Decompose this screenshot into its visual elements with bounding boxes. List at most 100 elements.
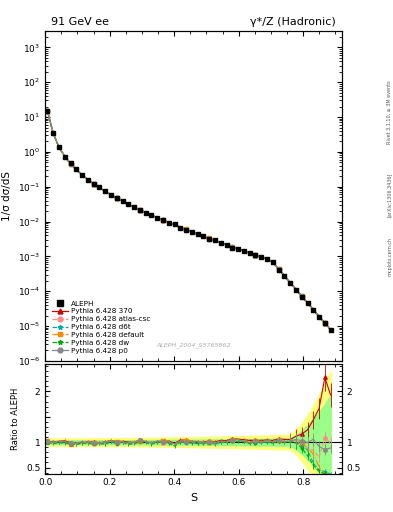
Pythia 6.428 p0 [259,254,264,260]
Pythia 6.428 default [167,220,171,226]
Pythia 6.428 370 [299,293,304,299]
Pythia 6.428 default [323,320,327,326]
Pythia 6.428 atlas-csc [224,242,229,248]
Pythia 6.428 d6t [242,248,246,254]
Pythia 6.428 default [219,240,223,246]
Line: Pythia 6.428 d6t: Pythia 6.428 d6t [45,109,333,332]
Pythia 6.428 dw [224,242,229,248]
Pythia 6.428 d6t [51,131,55,137]
Pythia 6.428 d6t [57,144,61,151]
Pythia 6.428 default [213,238,217,244]
Pythia 6.428 370 [103,188,108,194]
Y-axis label: Ratio to ALEPH: Ratio to ALEPH [11,388,20,450]
Pythia 6.428 atlas-csc [103,188,108,195]
Pythia 6.428 dw [97,185,102,191]
Text: ALEPH_2004_S5765862: ALEPH_2004_S5765862 [156,342,231,348]
Pythia 6.428 dw [172,223,177,229]
Pythia 6.428 p0 [178,224,183,230]
Pythia 6.428 default [57,144,61,150]
Pythia 6.428 default [328,327,333,333]
Pythia 6.428 p0 [161,217,165,223]
Pythia 6.428 default [276,266,281,272]
Pythia 6.428 370 [265,255,270,262]
Pythia 6.428 p0 [323,320,327,326]
Pythia 6.428 370 [294,286,298,292]
Pythia 6.428 d6t [74,167,79,173]
Pythia 6.428 atlas-csc [172,222,177,228]
Pythia 6.428 d6t [305,300,310,306]
Pythia 6.428 dw [68,161,73,167]
Pythia 6.428 d6t [114,196,119,202]
Pythia 6.428 d6t [97,185,102,191]
Pythia 6.428 370 [282,272,287,279]
Pythia 6.428 atlas-csc [311,307,316,313]
Pythia 6.428 370 [114,195,119,201]
Pythia 6.428 dw [317,314,321,320]
Pythia 6.428 d6t [178,225,183,231]
Pythia 6.428 d6t [167,220,171,226]
Pythia 6.428 d6t [86,177,90,183]
Pythia 6.428 d6t [207,236,211,242]
Pythia 6.428 370 [68,160,73,166]
Pythia 6.428 p0 [80,172,84,178]
Pythia 6.428 370 [213,237,217,243]
Pythia 6.428 d6t [299,293,304,300]
Pythia 6.428 dw [178,225,183,231]
Pythia 6.428 p0 [213,238,217,244]
Pythia 6.428 dw [149,212,154,219]
Pythia 6.428 p0 [288,280,292,286]
Pythia 6.428 p0 [97,185,102,191]
Pythia 6.428 default [149,212,154,218]
Pythia 6.428 370 [126,201,131,207]
Pythia 6.428 atlas-csc [155,215,160,221]
Pythia 6.428 dw [323,321,327,327]
Pythia 6.428 d6t [230,244,235,250]
Pythia 6.428 dw [282,273,287,280]
Pythia 6.428 atlas-csc [294,287,298,293]
Pythia 6.428 atlas-csc [213,238,217,244]
Pythia 6.428 dw [120,198,125,204]
Pythia 6.428 dw [155,215,160,221]
Pythia 6.428 dw [219,240,223,246]
Pythia 6.428 370 [51,130,55,136]
Pythia 6.428 atlas-csc [305,300,310,306]
Pythia 6.428 default [74,167,79,173]
Pythia 6.428 atlas-csc [178,224,183,230]
Pythia 6.428 dw [230,244,235,250]
Pythia 6.428 p0 [103,188,108,195]
Pythia 6.428 atlas-csc [253,252,258,258]
Pythia 6.428 p0 [282,273,287,279]
Pythia 6.428 default [189,229,194,235]
Pythia 6.428 d6t [253,252,258,259]
Pythia 6.428 default [45,108,50,114]
Pythia 6.428 d6t [120,198,125,204]
Pythia 6.428 atlas-csc [195,231,200,237]
Pythia 6.428 default [132,204,136,210]
Pythia 6.428 p0 [230,244,235,250]
Pythia 6.428 atlas-csc [242,248,246,254]
Pythia 6.428 d6t [172,222,177,228]
Text: mcplots.cern.ch: mcplots.cern.ch [387,237,392,275]
Pythia 6.428 atlas-csc [138,207,142,213]
Pythia 6.428 atlas-csc [86,176,90,182]
Pythia 6.428 d6t [62,154,67,160]
Pythia 6.428 d6t [317,314,321,320]
Pythia 6.428 p0 [143,209,148,216]
Pythia 6.428 dw [57,144,61,151]
Pythia 6.428 dw [276,267,281,273]
Pythia 6.428 370 [195,231,200,237]
Pythia 6.428 dw [51,131,55,137]
Pythia 6.428 default [108,191,113,198]
Pythia 6.428 atlas-csc [126,201,131,207]
Pythia 6.428 p0 [294,286,298,292]
Pythia 6.428 atlas-csc [230,244,235,250]
Pythia 6.428 dw [86,177,90,183]
Pythia 6.428 d6t [184,227,189,233]
Pythia 6.428 default [68,161,73,167]
Pythia 6.428 default [207,236,211,242]
Pythia 6.428 dw [143,209,148,216]
Pythia 6.428 p0 [195,231,200,237]
Pythia 6.428 default [172,222,177,228]
Pythia 6.428 default [230,244,235,250]
Pythia 6.428 default [247,250,252,256]
